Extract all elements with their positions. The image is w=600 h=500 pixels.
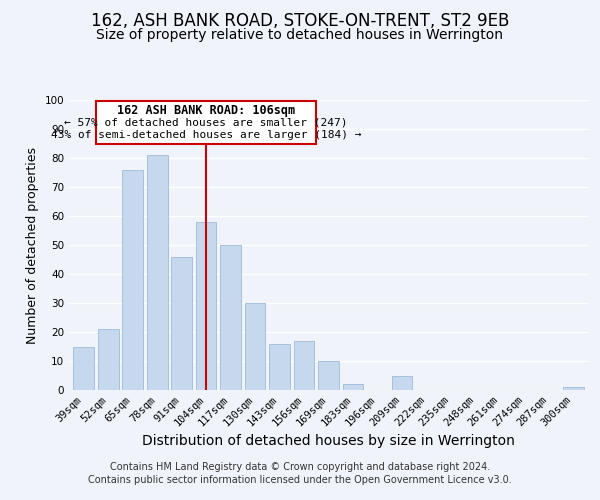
Bar (318, 361, 339, 390)
Bar (343, 384, 364, 390)
Bar (147, 155, 167, 390)
Bar (73, 346, 94, 390)
X-axis label: Distribution of detached houses by size in Werrington: Distribution of detached houses by size … (142, 434, 515, 448)
Bar (196, 222, 217, 390)
Bar (392, 376, 412, 390)
Text: 43% of semi-detached houses are larger (184) →: 43% of semi-detached houses are larger (… (51, 130, 361, 140)
Bar (293, 340, 314, 390)
Text: 162 ASH BANK ROAD: 106sqm: 162 ASH BANK ROAD: 106sqm (117, 104, 295, 118)
FancyBboxPatch shape (96, 102, 316, 143)
Bar (269, 344, 290, 390)
Text: Contains public sector information licensed under the Open Government Licence v3: Contains public sector information licen… (88, 475, 512, 485)
Bar (122, 170, 143, 390)
Bar (220, 245, 241, 390)
Text: Size of property relative to detached houses in Werrington: Size of property relative to detached ho… (97, 28, 503, 42)
Text: 162, ASH BANK ROAD, STOKE-ON-TRENT, ST2 9EB: 162, ASH BANK ROAD, STOKE-ON-TRENT, ST2 … (91, 12, 509, 30)
Text: Contains HM Land Registry data © Crown copyright and database right 2024.: Contains HM Land Registry data © Crown c… (110, 462, 490, 472)
Bar (245, 303, 265, 390)
Text: ← 57% of detached houses are smaller (247): ← 57% of detached houses are smaller (24… (64, 118, 348, 128)
Bar (98, 329, 119, 390)
Bar (563, 387, 584, 390)
Y-axis label: Number of detached properties: Number of detached properties (26, 146, 39, 344)
Bar (171, 256, 192, 390)
